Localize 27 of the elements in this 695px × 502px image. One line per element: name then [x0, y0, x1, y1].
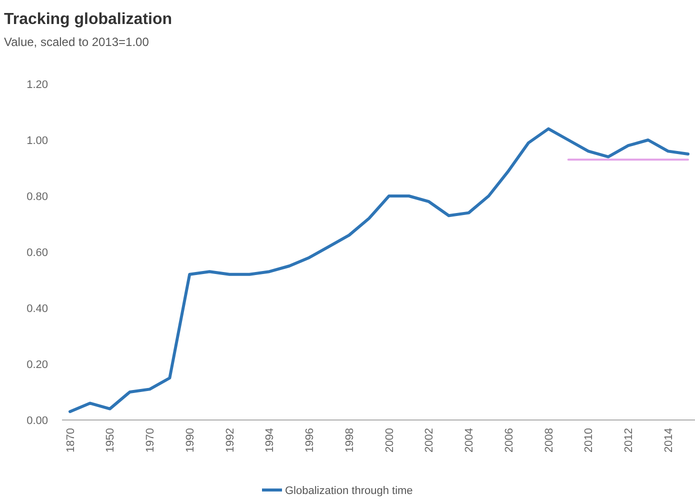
y-tick-label: 0.00 [26, 414, 48, 427]
chart-title: Tracking globalization [4, 11, 172, 28]
y-tick-label: 1.20 [26, 78, 48, 91]
line-series [68, 127, 690, 414]
y-tick-label: 0.60 [26, 246, 48, 259]
x-tick-label: 1990 [184, 428, 196, 452]
x-tick-label: 2006 [503, 428, 516, 452]
x-tick-label: 2000 [384, 428, 396, 452]
y-tick-label: 0.80 [26, 190, 48, 203]
x-tick-label: 2014 [662, 428, 675, 452]
x-tick-label: 1994 [264, 428, 276, 452]
x-tick-label: 2008 [543, 428, 556, 452]
x-tick-label: 1992 [224, 428, 236, 452]
x-tick-label: 1970 [144, 428, 157, 452]
legend-label: Globalization through time [285, 484, 413, 497]
x-tick-label: 2010 [583, 428, 596, 452]
x-tick-label: 2004 [464, 428, 476, 452]
x-tick-label: 2012 [623, 428, 636, 452]
x-tick-label: 1870 [64, 428, 77, 452]
x-tick-label: 1950 [104, 428, 117, 452]
x-tick-label: 2002 [424, 428, 436, 452]
x-tick-label: 1996 [304, 428, 316, 452]
chart-subtitle: Value, scaled to 2013=1.00 [4, 35, 150, 49]
y-tick-label: 0.20 [26, 358, 48, 371]
y-tick-label: 0.40 [26, 302, 48, 315]
y-tick-label: 1.00 [26, 134, 48, 147]
x-tick-label: 1998 [344, 428, 356, 452]
